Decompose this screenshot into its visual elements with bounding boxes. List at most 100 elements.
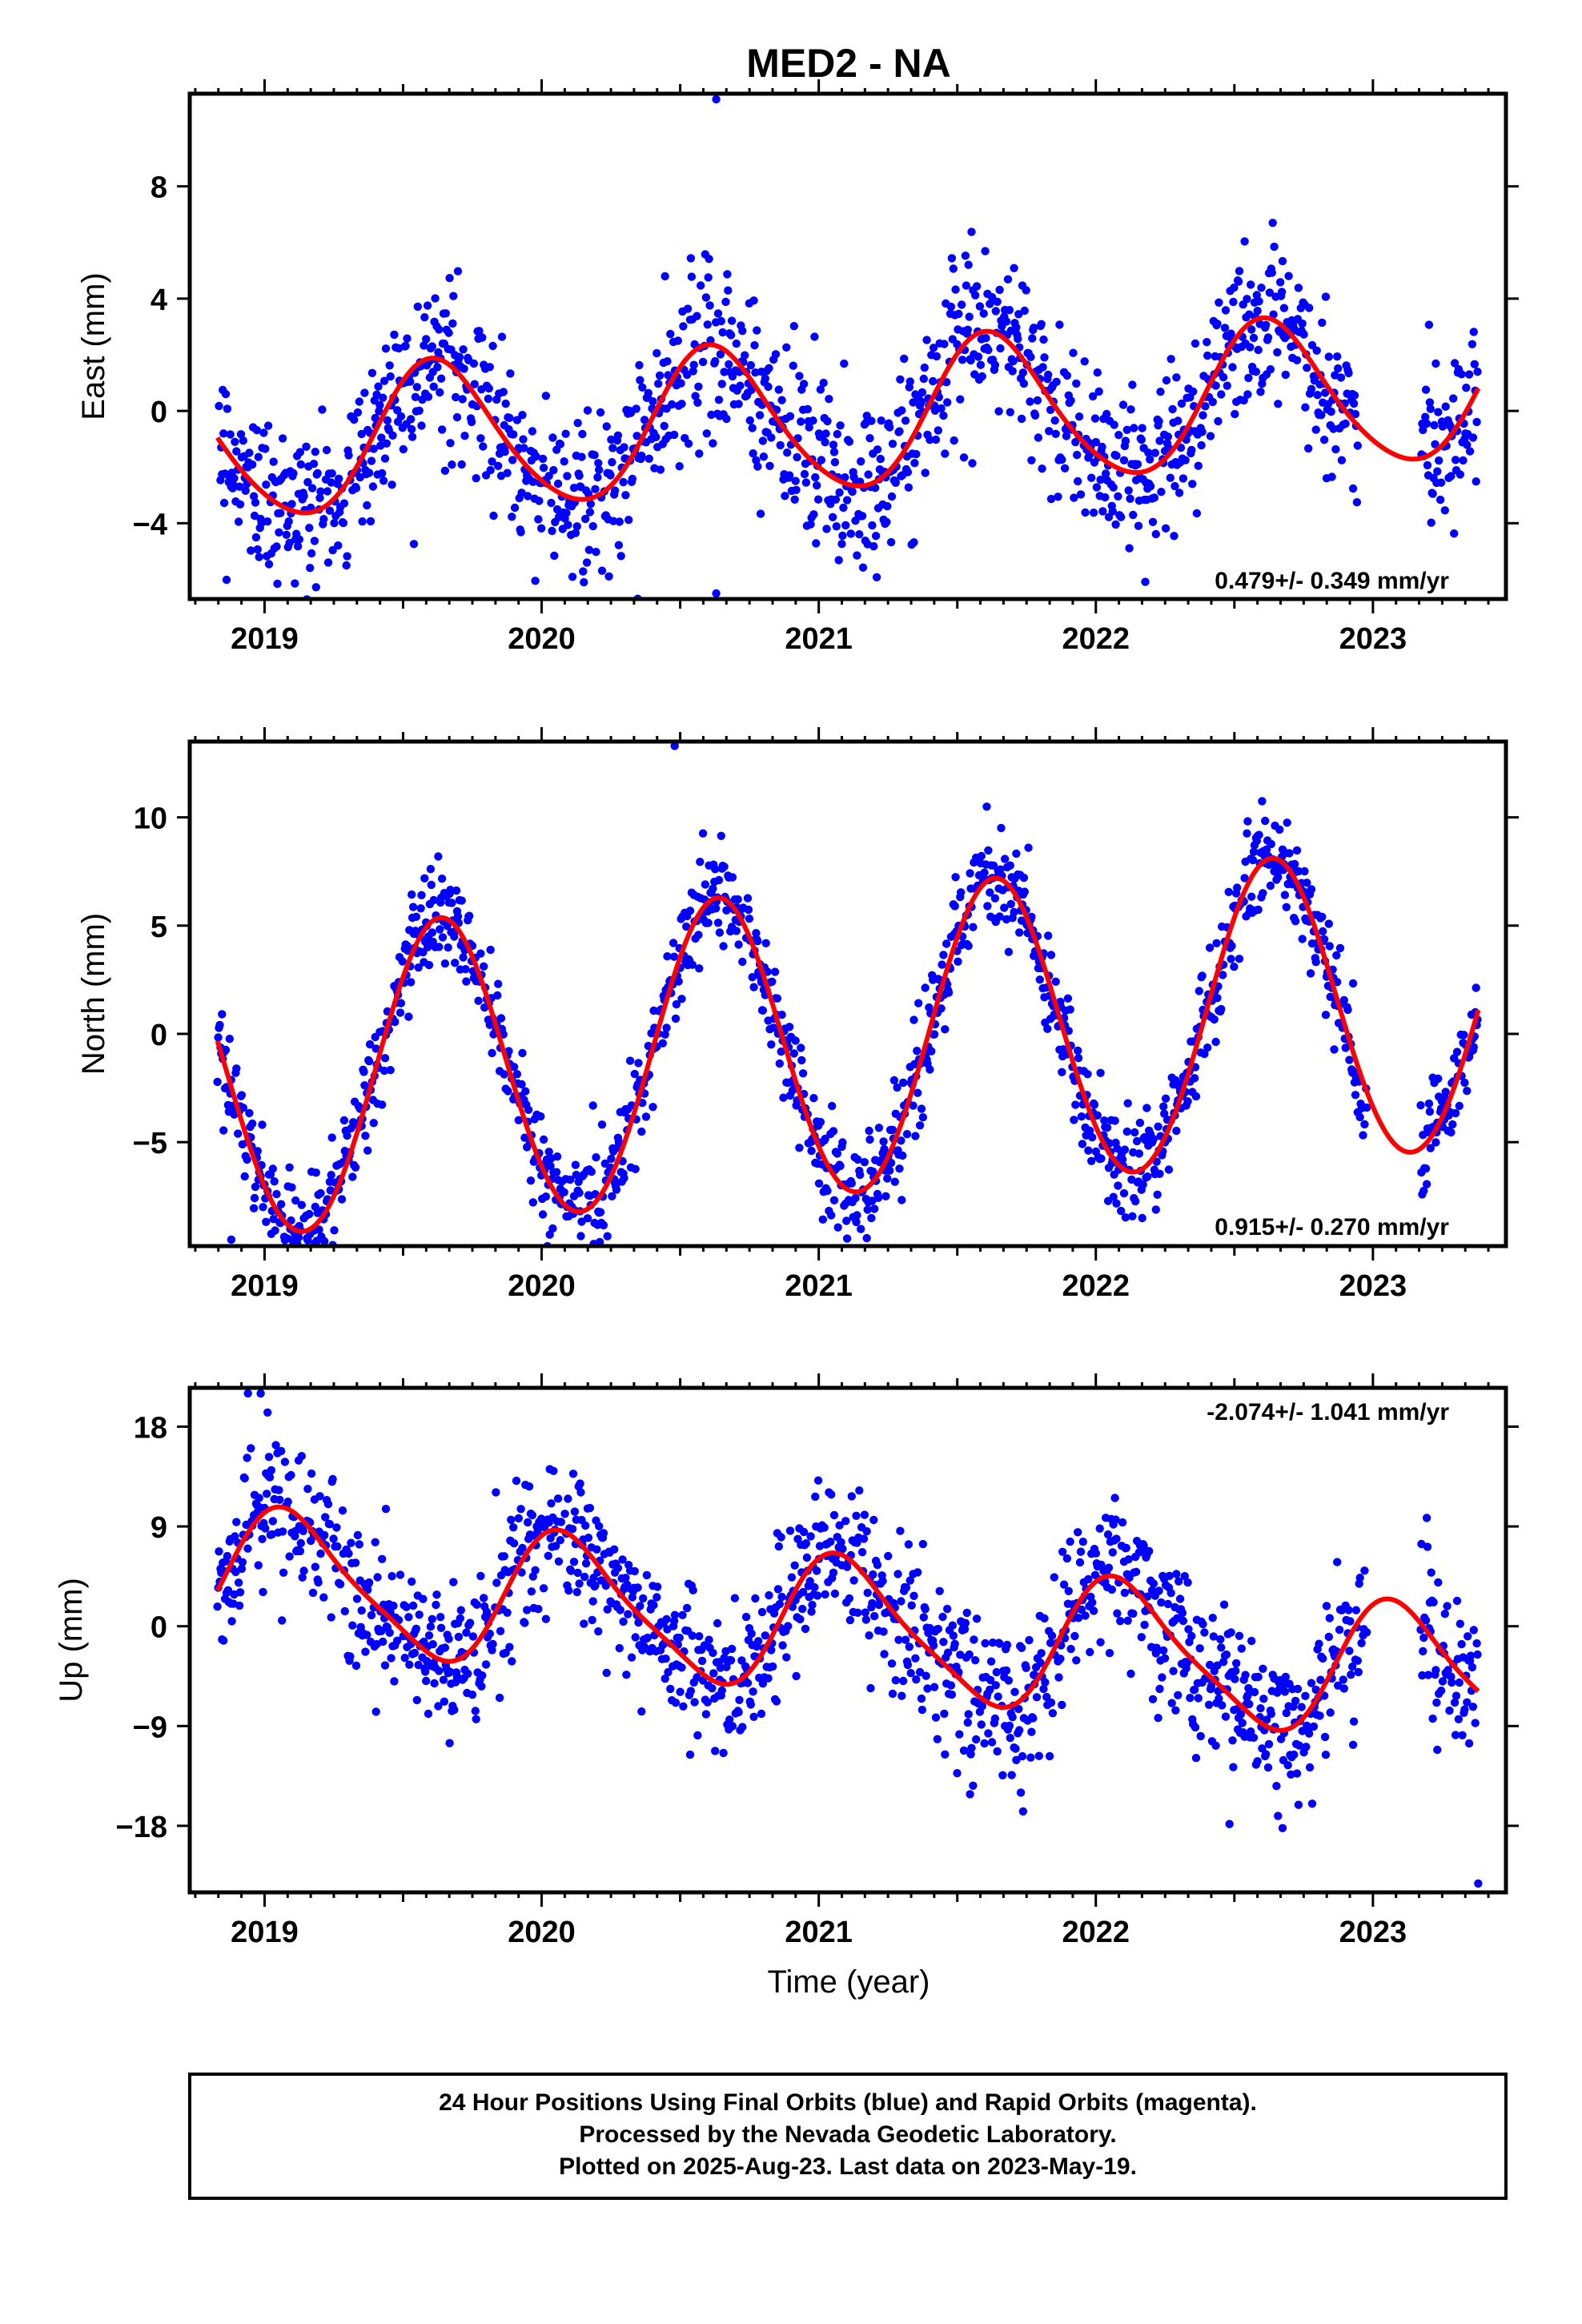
data-point (991, 307, 1001, 316)
data-point (1267, 268, 1277, 277)
data-point (315, 493, 324, 502)
data-point (884, 1551, 893, 1561)
data-point (1093, 1111, 1102, 1120)
data-point (1213, 320, 1222, 328)
data-point (662, 1614, 671, 1624)
x-tick-label: 2022 (1062, 1916, 1130, 1949)
data-point (964, 942, 973, 951)
data-point (1319, 927, 1327, 936)
data-point (330, 519, 339, 528)
data-point (555, 1255, 563, 1263)
data-point (1427, 1568, 1435, 1577)
data-point (1422, 1514, 1431, 1522)
data-point (972, 282, 982, 291)
data-point (1471, 1719, 1480, 1727)
data-point (258, 1534, 267, 1544)
data-point (833, 429, 842, 439)
data-point (520, 1133, 529, 1142)
data-point (1199, 411, 1207, 420)
data-point (235, 1588, 245, 1597)
data-point (223, 1551, 232, 1561)
data-point (274, 1250, 282, 1258)
data-point (790, 1561, 799, 1570)
data-point (1027, 1727, 1036, 1736)
data-point (980, 1739, 989, 1748)
data-point (821, 429, 830, 438)
data-point (505, 1642, 514, 1651)
data-point (609, 517, 618, 525)
data-point (644, 388, 652, 397)
data-point (1345, 1055, 1354, 1064)
data-point (1235, 955, 1244, 963)
data-point (1268, 219, 1277, 227)
data-point (343, 552, 351, 561)
data-point (909, 1591, 918, 1601)
data-point (986, 888, 994, 897)
data-point (424, 1709, 433, 1719)
data-point (263, 1408, 272, 1417)
data-point (1309, 1722, 1319, 1731)
data-point (323, 487, 332, 496)
data-point (755, 411, 765, 420)
data-point (957, 888, 966, 897)
data-point (1474, 1879, 1483, 1888)
data-point (330, 1226, 339, 1235)
data-point (328, 545, 337, 555)
data-point (930, 1030, 939, 1039)
data-point (1037, 1649, 1046, 1658)
data-point (1443, 1602, 1452, 1610)
data-point (1272, 1782, 1281, 1791)
data-point (631, 1633, 640, 1642)
data-point (728, 1722, 737, 1731)
data-point (1349, 399, 1359, 408)
x-tick-label: 2020 (508, 1269, 576, 1303)
data-point (1232, 1659, 1241, 1668)
data-point (1348, 979, 1358, 988)
data-point (355, 397, 363, 406)
data-point (1183, 1097, 1192, 1106)
data-point (462, 977, 471, 986)
data-point (449, 292, 458, 300)
data-point (1256, 388, 1265, 396)
data-point (736, 381, 745, 390)
data-point (790, 495, 799, 504)
data-point (485, 363, 494, 372)
data-point (450, 1705, 459, 1715)
data-point (359, 1068, 368, 1076)
data-point (958, 356, 967, 364)
data-point (1058, 1700, 1066, 1710)
data-point (351, 484, 361, 493)
data-point (917, 388, 927, 397)
data-point (1227, 955, 1235, 963)
data-point (1278, 256, 1287, 266)
data-point (1307, 885, 1316, 894)
data-point (521, 1087, 530, 1096)
data-point (1441, 1088, 1450, 1096)
data-point (660, 421, 669, 431)
data-point (1027, 456, 1036, 464)
data-point (695, 964, 704, 973)
data-point (448, 899, 456, 907)
data-point (361, 1132, 370, 1140)
data-point (807, 1607, 816, 1616)
data-point (1219, 971, 1227, 979)
data-point (1255, 297, 1263, 306)
data-point (1097, 1154, 1106, 1163)
data-point (863, 1205, 872, 1214)
data-point (683, 1603, 692, 1613)
data-point (1201, 402, 1210, 411)
data-point (1311, 958, 1320, 967)
data-point (273, 579, 282, 589)
data-point (459, 345, 468, 354)
data-point (1324, 352, 1334, 361)
data-point (1254, 905, 1263, 915)
data-point (1081, 508, 1090, 517)
data-point (527, 1587, 536, 1596)
data-point (316, 1188, 325, 1198)
data-point (422, 1676, 431, 1686)
data-point (1306, 969, 1315, 978)
data-point (249, 1204, 259, 1213)
data-point (1075, 1558, 1085, 1567)
data-point (414, 963, 423, 972)
data-point (478, 333, 487, 342)
